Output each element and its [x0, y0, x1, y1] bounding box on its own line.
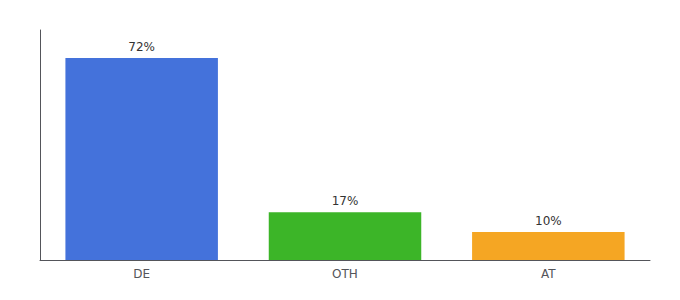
svg-text:AT: AT [541, 267, 556, 281]
svg-text:OTH: OTH [332, 267, 358, 281]
svg-text:72%: 72% [128, 40, 155, 54]
svg-text:10%: 10% [535, 214, 562, 228]
svg-text:DE: DE [133, 267, 150, 281]
svg-text:17%: 17% [332, 194, 359, 208]
